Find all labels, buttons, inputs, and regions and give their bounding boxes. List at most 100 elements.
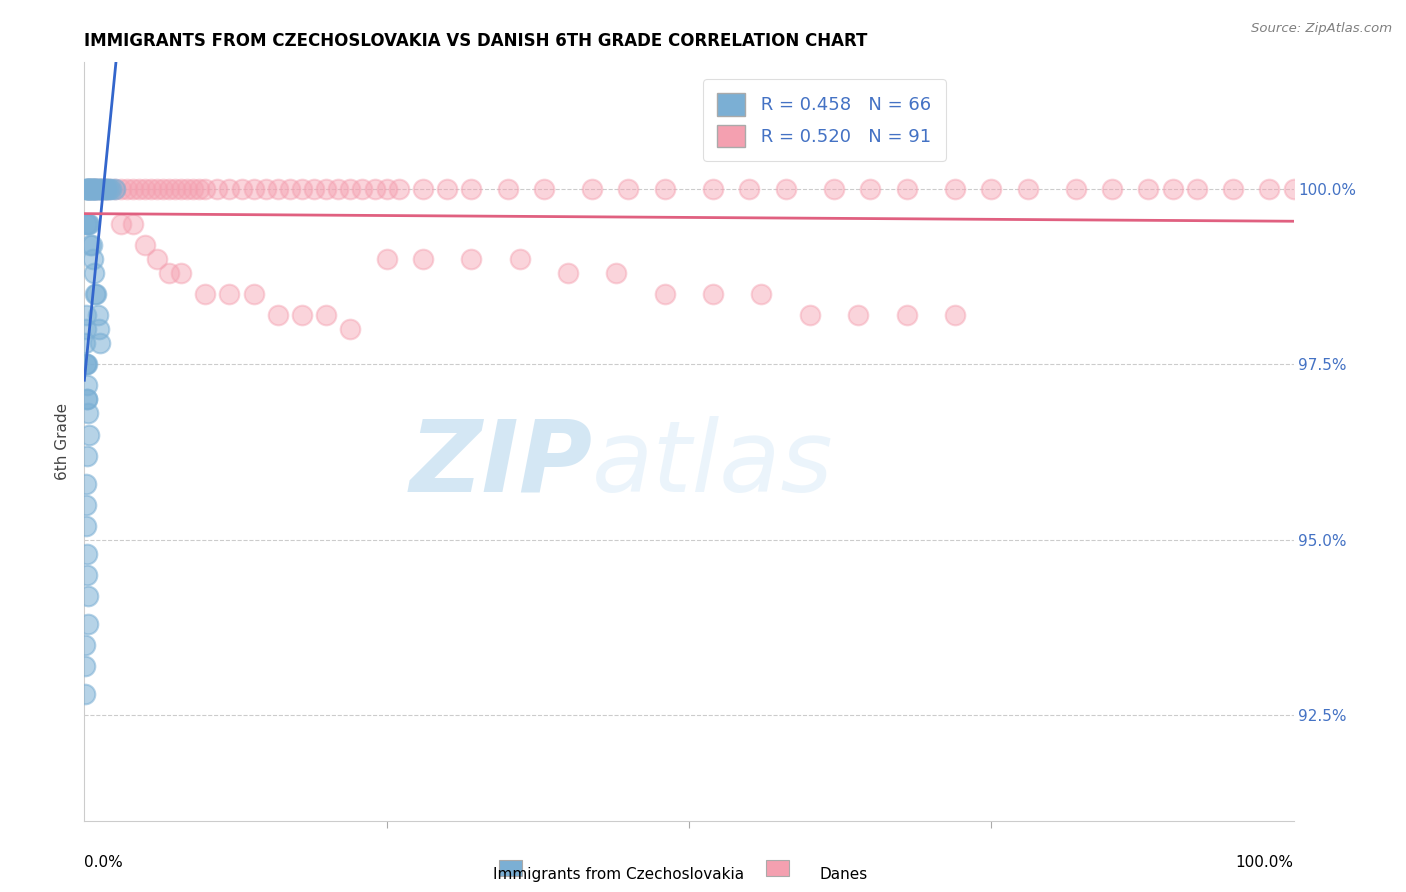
Legend:  R = 0.458   N = 66,  R = 0.520   N = 91: R = 0.458 N = 66, R = 0.520 N = 91 [703,79,946,161]
Point [75,308,97,322]
Point [799,308,821,322]
Point [77,407,100,421]
Point [194,287,217,301]
Point [375,182,398,196]
Point [90,182,112,196]
Point [77,182,100,196]
Point [846,308,869,322]
Point [412,182,434,196]
Point [83,182,105,196]
Point [91,182,114,196]
Point [1101,182,1123,196]
Point [557,266,579,280]
Point [328,182,350,196]
Point [315,182,337,196]
Point [76,568,98,582]
Point [194,182,217,196]
Point [121,217,143,231]
Point [79,182,101,196]
Point [94,182,117,196]
Point [84,182,107,196]
Point [104,182,127,196]
Point [134,182,156,196]
Point [1258,182,1281,196]
Point [82,182,104,196]
Point [75,322,97,336]
Point [581,182,603,196]
Point [436,182,458,196]
Point [823,182,845,196]
Point [76,182,98,196]
Point [146,182,169,196]
Point [77,182,100,196]
Point [1064,182,1087,196]
Point [77,182,100,196]
Point [267,308,290,322]
Point [80,182,103,196]
Text: ZIP: ZIP [409,416,592,513]
Point [79,182,101,196]
Point [75,336,97,351]
Point [91,182,114,196]
Point [75,638,97,652]
Point [83,182,105,196]
Point [291,308,314,322]
Point [181,182,204,196]
Point [87,182,110,196]
Point [157,266,180,280]
Point [77,617,100,632]
Point [80,238,103,252]
Point [89,336,111,351]
Point [1185,182,1208,196]
Point [654,287,676,301]
Point [363,182,385,196]
Point [76,217,98,231]
Point [139,182,162,196]
Point [605,266,627,280]
Point [943,182,966,196]
Point [80,182,103,196]
Point [82,182,104,196]
Point [110,217,132,231]
Point [533,182,555,196]
Point [82,252,104,266]
Point [93,182,115,196]
Point [96,182,118,196]
Point [86,308,108,322]
Point [278,182,301,196]
Point [76,357,98,371]
Point [231,182,253,196]
Point [654,182,676,196]
Point [207,182,229,196]
Point [77,427,100,442]
Point [165,182,187,196]
Point [94,182,117,196]
Point [617,182,640,196]
Point [110,182,132,196]
Point [76,589,98,603]
Point [75,357,97,371]
Point [702,182,724,196]
Point [86,182,108,196]
Point [94,182,117,196]
Point [1017,182,1039,196]
Point [339,322,361,336]
Point [104,182,127,196]
Text: Immigrants from Czechoslovakia: Immigrants from Czechoslovakia [494,867,744,881]
Point [242,182,264,196]
Point [77,217,100,231]
Text: 100.0%: 100.0% [1236,855,1294,870]
Text: 0.0%: 0.0% [84,855,124,870]
Point [242,287,264,301]
Point [738,182,761,196]
Point [170,266,193,280]
Point [1137,182,1160,196]
Point [291,182,314,196]
Point [73,659,96,673]
Point [1161,182,1184,196]
Point [352,182,374,196]
Point [702,287,724,301]
Point [267,182,290,196]
Point [79,238,101,252]
Point [460,182,482,196]
